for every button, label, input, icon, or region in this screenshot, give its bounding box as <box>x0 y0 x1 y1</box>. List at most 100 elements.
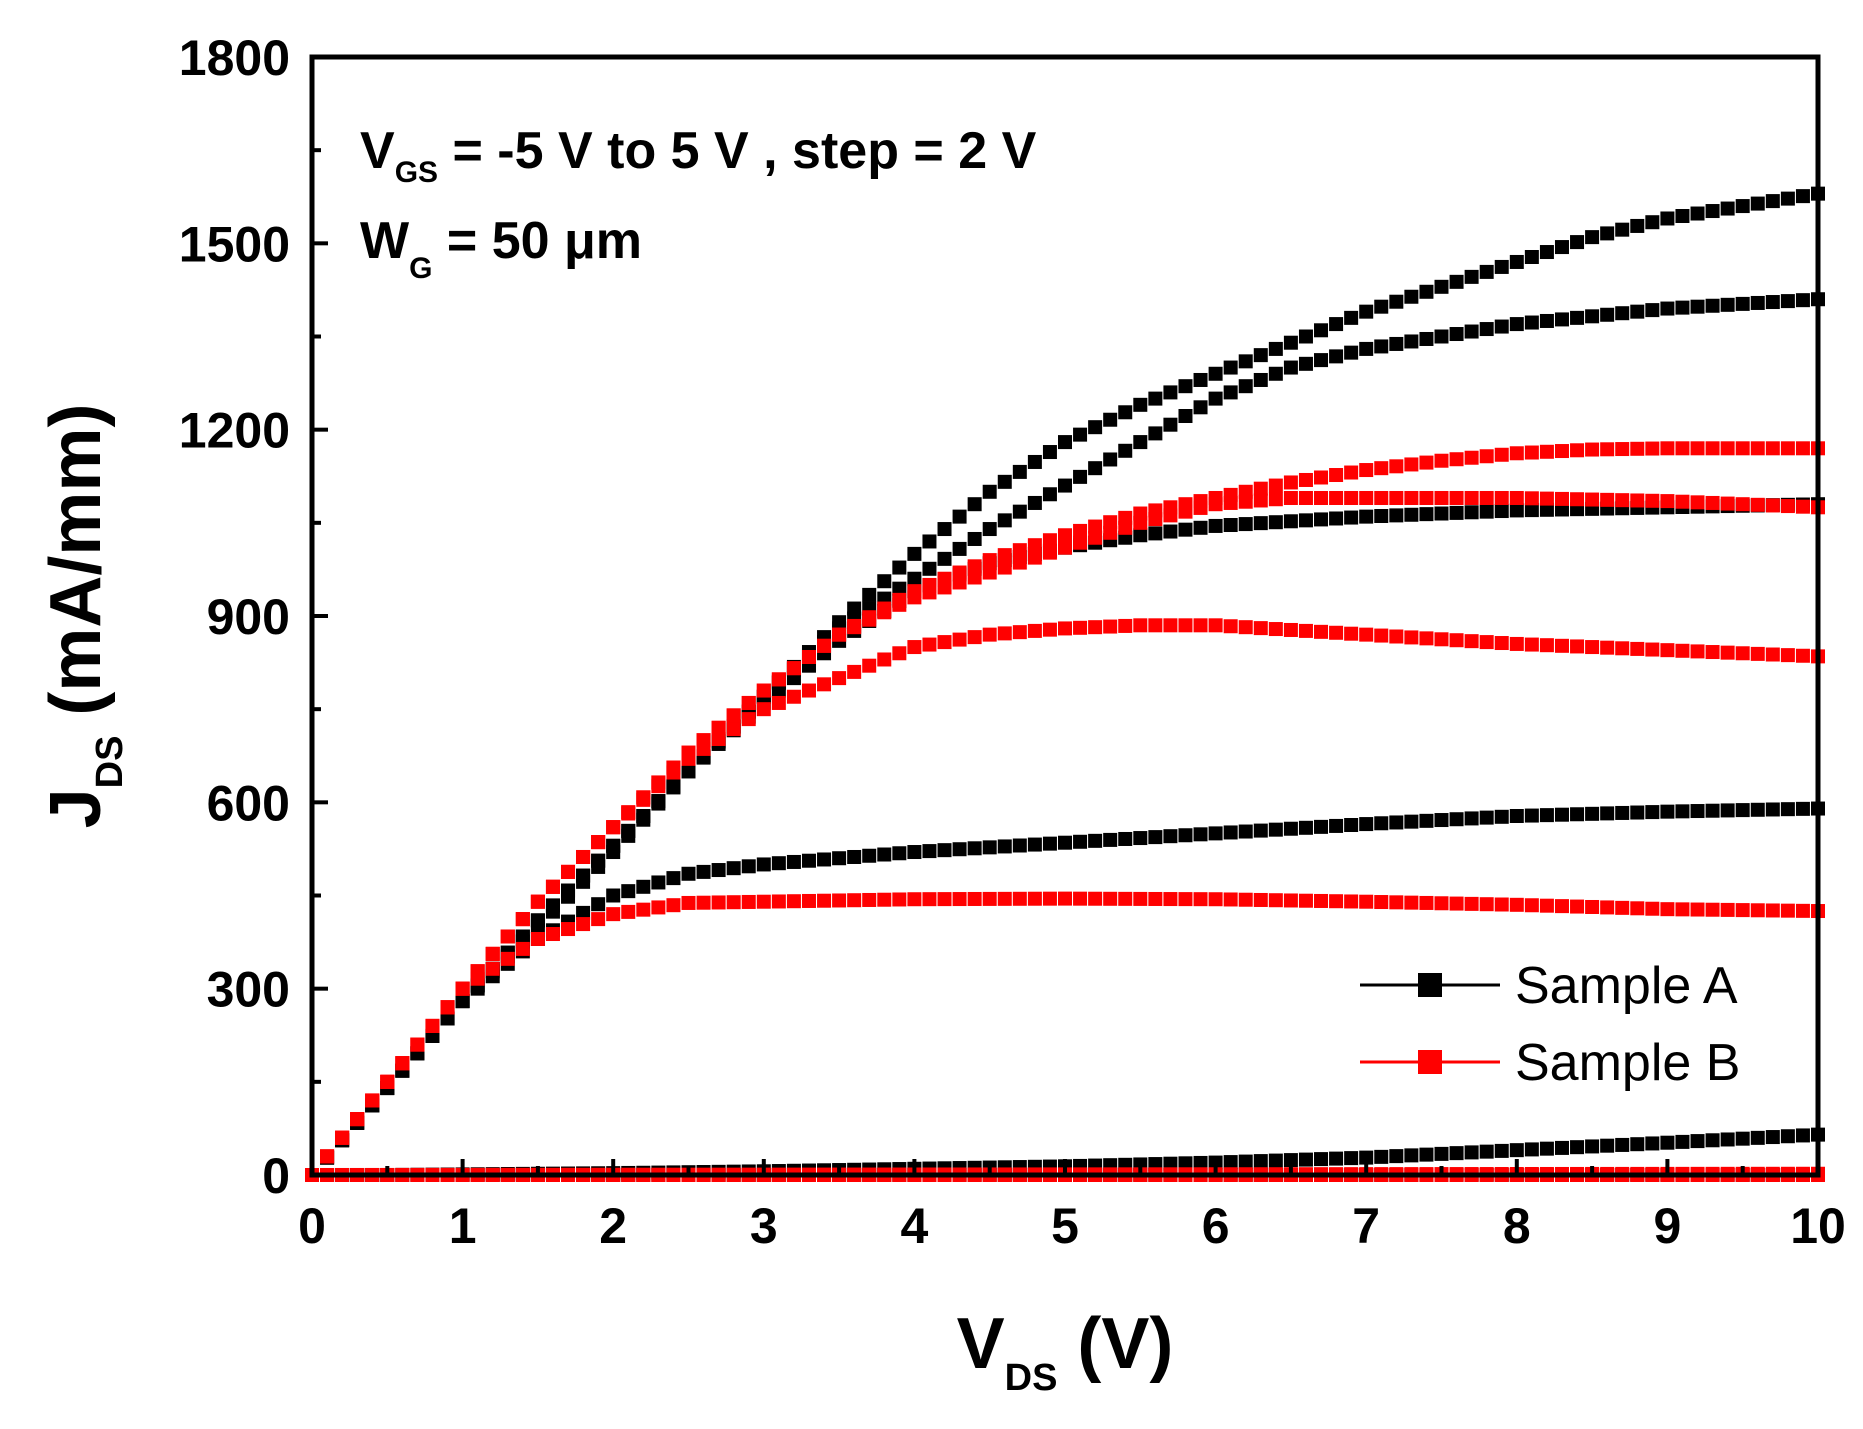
data-point <box>1539 245 1554 260</box>
data-point <box>1268 492 1283 507</box>
data-point <box>832 615 847 630</box>
data-point <box>1283 335 1298 350</box>
data-point <box>1630 304 1645 319</box>
data-point <box>1253 892 1268 907</box>
data-point <box>1645 303 1660 318</box>
data-point <box>862 610 877 625</box>
data-point <box>1509 808 1524 823</box>
data-point <box>1795 499 1810 514</box>
data-point <box>1073 427 1088 442</box>
data-point <box>1314 323 1329 338</box>
data-point <box>1524 898 1539 913</box>
data-point <box>500 929 515 944</box>
data-point <box>892 581 907 596</box>
data-point <box>1178 522 1193 537</box>
data-point <box>937 892 952 907</box>
data-point <box>1750 497 1765 512</box>
data-point <box>1434 453 1449 468</box>
data-point <box>1765 647 1780 662</box>
data-point <box>1223 892 1238 907</box>
data-point <box>681 745 696 760</box>
data-point <box>1479 490 1494 505</box>
data-point <box>1630 218 1645 233</box>
data-point <box>1042 545 1057 560</box>
data-point <box>1103 832 1118 847</box>
data-point <box>1359 490 1374 505</box>
data-point <box>952 565 967 580</box>
data-point <box>1524 315 1539 330</box>
data-point <box>1615 900 1630 915</box>
data-point <box>1660 211 1675 226</box>
data-point <box>1419 331 1434 346</box>
data-point <box>1389 895 1404 910</box>
data-point <box>1359 894 1374 909</box>
data-point <box>1329 511 1344 526</box>
data-point <box>1374 1149 1389 1164</box>
data-point <box>1058 528 1072 543</box>
y-tick-label: 900 <box>207 589 290 645</box>
data-point <box>1298 623 1313 638</box>
data-point <box>696 733 711 748</box>
data-point <box>561 864 576 879</box>
data-point <box>1298 513 1313 528</box>
data-point <box>1058 835 1072 850</box>
data-point <box>1027 538 1042 553</box>
data-point <box>1434 490 1449 505</box>
data-point <box>1449 505 1464 520</box>
data-point <box>982 522 997 537</box>
data-point <box>1630 441 1645 456</box>
data-point <box>666 760 681 775</box>
data-point <box>1750 802 1765 817</box>
data-point <box>1223 1155 1238 1170</box>
data-point <box>1735 803 1750 818</box>
data-point <box>1314 470 1329 485</box>
data-point <box>771 672 786 687</box>
data-point <box>1404 334 1419 349</box>
data-point <box>1344 818 1359 833</box>
data-point <box>1193 400 1208 415</box>
data-point <box>1404 895 1419 910</box>
data-point <box>1178 409 1193 424</box>
data-point <box>1570 807 1585 822</box>
data-point <box>1570 639 1585 654</box>
data-point <box>1675 300 1690 315</box>
data-point <box>786 689 801 704</box>
legend-label-sample-b: Sample B <box>1515 1034 1740 1092</box>
data-point <box>862 587 877 602</box>
data-point <box>1645 493 1660 508</box>
x-tick-label: 0 <box>298 1198 326 1254</box>
data-point <box>1283 821 1298 836</box>
data-point <box>606 820 621 835</box>
x-tick-label: 5 <box>1051 1198 1079 1254</box>
data-point <box>1479 322 1494 337</box>
data-point <box>877 892 892 907</box>
data-point <box>1208 366 1223 381</box>
data-point <box>1585 899 1600 914</box>
data-point <box>1148 830 1163 845</box>
data-point <box>997 513 1012 528</box>
data-point <box>1374 339 1389 354</box>
data-point <box>877 574 892 589</box>
data-point <box>651 900 666 915</box>
data-point <box>1509 1143 1524 1158</box>
data-point <box>1314 819 1329 834</box>
data-point <box>1298 490 1313 505</box>
data-point <box>1193 827 1208 842</box>
data-point <box>350 1112 365 1127</box>
data-point <box>786 854 801 869</box>
data-point <box>606 888 621 903</box>
data-point <box>1223 487 1238 502</box>
data-point <box>440 1011 455 1026</box>
data-point <box>786 661 801 676</box>
data-point <box>711 895 726 910</box>
data-point <box>395 1056 410 1071</box>
data-point <box>1615 1137 1630 1152</box>
data-point <box>1118 891 1133 906</box>
data-point <box>1554 807 1569 822</box>
data-point <box>470 964 485 979</box>
data-point <box>1570 1140 1585 1155</box>
data-point <box>1163 618 1178 633</box>
data-point <box>1118 443 1133 458</box>
data-point <box>1223 825 1238 840</box>
data-point <box>1720 297 1735 312</box>
